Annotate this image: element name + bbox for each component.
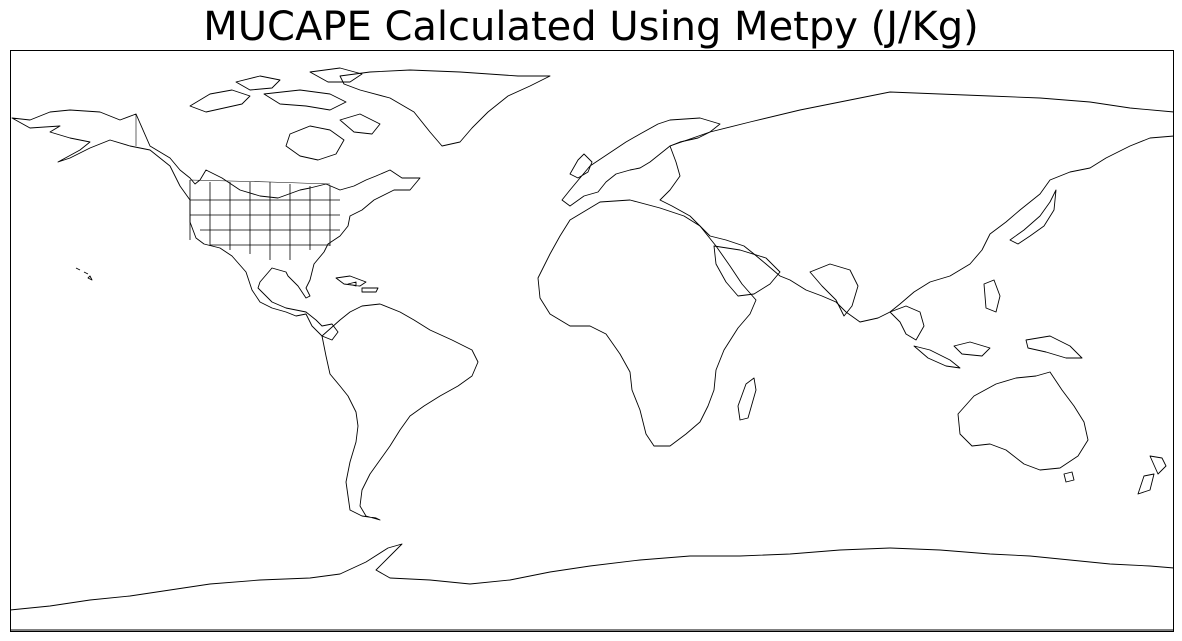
- landmass-australia: [957, 371, 1089, 483]
- landmass-south-america: [321, 303, 479, 521]
- landmass-greenland: [339, 69, 551, 147]
- us-states-grid: [189, 180, 340, 260]
- landmass-hawaii: [75, 267, 93, 281]
- map-border-frame: [10, 50, 1174, 632]
- map-title: MUCAPE Calculated Using Metpy (J/Kg): [203, 4, 979, 50]
- map-panel[interactable]: [10, 50, 1174, 632]
- landmass-asia: [659, 91, 1174, 323]
- landmass-madagascar: [737, 377, 757, 421]
- landmass-north-america: [11, 109, 421, 341]
- world-map[interactable]: [10, 50, 1174, 632]
- landmass-arabia-india: [713, 245, 859, 317]
- landmass-arctic-islands: [189, 67, 381, 161]
- landmass-southeast-asia: [889, 305, 991, 369]
- border-us-canada: [189, 179, 331, 185]
- landmass-japan: [1009, 189, 1057, 245]
- landmass-new-zealand: [1137, 455, 1167, 495]
- landmass-caribbean: [335, 275, 379, 293]
- landmass-africa: [537, 199, 757, 447]
- landmass-indonesia: [983, 279, 1083, 359]
- landmass-europe: [561, 117, 721, 207]
- landmass-antarctica: [10, 543, 1174, 631]
